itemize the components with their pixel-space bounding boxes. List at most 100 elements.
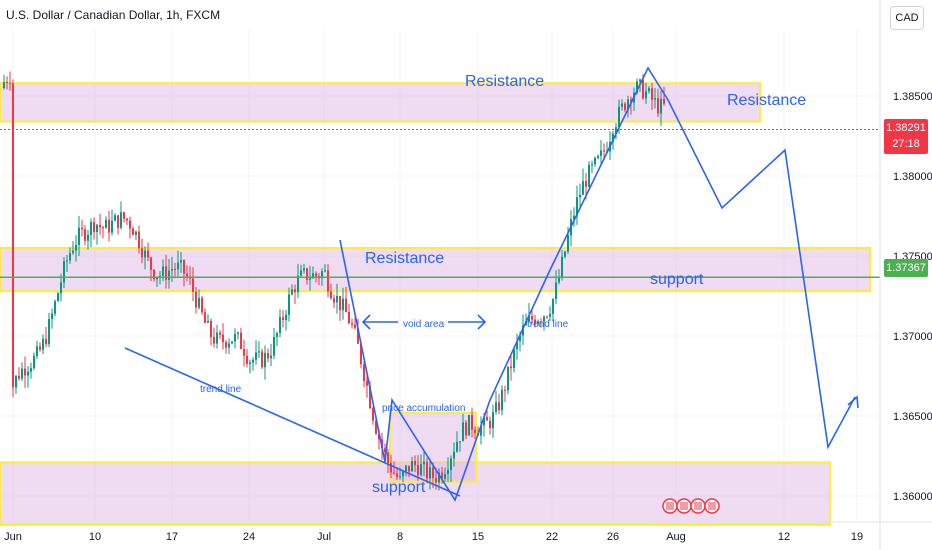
candle-body (183, 260, 185, 274)
candle-body (135, 231, 137, 236)
candle-body (126, 218, 128, 221)
candle-body (519, 335, 521, 341)
candle-body (642, 79, 644, 99)
x-tick-label: 22 (546, 531, 558, 543)
flag-stripes-icon (666, 502, 674, 510)
candle-body (456, 442, 458, 452)
candle-body (351, 323, 353, 325)
candle-body (624, 103, 626, 110)
candle-body (279, 317, 281, 334)
candle-body (48, 319, 50, 345)
chart-title: U.S. Dollar / Canadian Dollar, 1h, FXCM (6, 8, 221, 22)
candle-body (162, 266, 164, 276)
candle-body (486, 416, 488, 421)
candle-body (300, 270, 302, 276)
candle-body (501, 389, 503, 411)
candle-body (141, 248, 143, 258)
candle-body (9, 82, 11, 84)
candle-body (597, 156, 599, 158)
candle-body (267, 353, 269, 359)
candle-body (228, 343, 230, 348)
x-tick-label: 26 (607, 531, 619, 543)
candle-body (252, 359, 254, 363)
candle-body (441, 472, 443, 479)
annotation-label: void area (403, 319, 445, 330)
candle-body (330, 291, 332, 299)
candle-body (612, 133, 614, 142)
candle-body (36, 346, 38, 357)
candle-body (663, 98, 665, 104)
candle-body (339, 296, 341, 311)
x-tick-label: 24 (243, 531, 255, 543)
candle-body (129, 220, 131, 229)
candle-body (555, 282, 557, 300)
candle-body (435, 477, 437, 483)
candle-body (45, 338, 47, 345)
annotation-label: Resistance (465, 73, 544, 90)
candle-body (105, 219, 107, 229)
candle-body (387, 452, 389, 464)
candle-body (657, 98, 659, 114)
candle-body (96, 224, 98, 233)
x-tick-label: 8 (397, 531, 403, 543)
candle-body (294, 289, 296, 293)
candle-body (648, 88, 650, 92)
candle-body (150, 257, 152, 270)
candle-body (393, 472, 395, 474)
candle-body (306, 268, 308, 281)
candle-body (261, 351, 263, 368)
candle-body (120, 212, 122, 228)
zone-3 (389, 411, 477, 483)
candle-body (621, 103, 623, 107)
candle-body (117, 215, 119, 228)
candle-body (429, 467, 431, 479)
candle-body (186, 273, 188, 277)
candle-body (588, 164, 590, 187)
candle-body (333, 298, 335, 303)
candle-body (27, 371, 29, 376)
candle-body (495, 402, 497, 412)
candle-body (270, 355, 272, 359)
candle-body (402, 471, 404, 477)
candle-body (297, 275, 299, 293)
candle-body (225, 342, 227, 348)
candle-body (474, 429, 476, 433)
candle-body (444, 474, 446, 479)
candle-body (258, 351, 260, 353)
y-tick-label: 1.36000 (893, 491, 932, 503)
candle-body (348, 312, 350, 324)
candle-body (51, 313, 53, 320)
candle-body (285, 314, 287, 320)
candle-body (90, 221, 92, 235)
candle-body (585, 181, 587, 187)
candle-body (396, 473, 398, 478)
candle-body (201, 297, 203, 313)
candle-body (510, 366, 512, 369)
currency-button[interactable]: CAD (890, 6, 924, 30)
event-flags[interactable] (660, 496, 724, 516)
candle-body (66, 260, 68, 262)
candle-body (3, 81, 5, 88)
annotation-label: support (372, 479, 426, 496)
candle-body (546, 316, 548, 318)
candle-body (195, 291, 197, 308)
candle-body (654, 98, 656, 100)
candle-body (264, 353, 266, 368)
y-tick-label: 1.38000 (893, 171, 932, 183)
candle-body (543, 316, 545, 322)
candle-body (246, 355, 248, 364)
candle-body (273, 336, 275, 356)
candle-body (204, 312, 206, 323)
candle-body (576, 197, 578, 216)
candle-body (180, 260, 182, 263)
candle-body (573, 215, 575, 220)
candle-body (237, 332, 239, 334)
candle-body (216, 332, 218, 344)
candle-body (558, 277, 560, 283)
candle-body (336, 296, 338, 303)
candle-body (324, 270, 326, 272)
candle-body (375, 420, 377, 434)
void-arrow-left-head (361, 314, 371, 330)
candle-body (18, 375, 20, 379)
